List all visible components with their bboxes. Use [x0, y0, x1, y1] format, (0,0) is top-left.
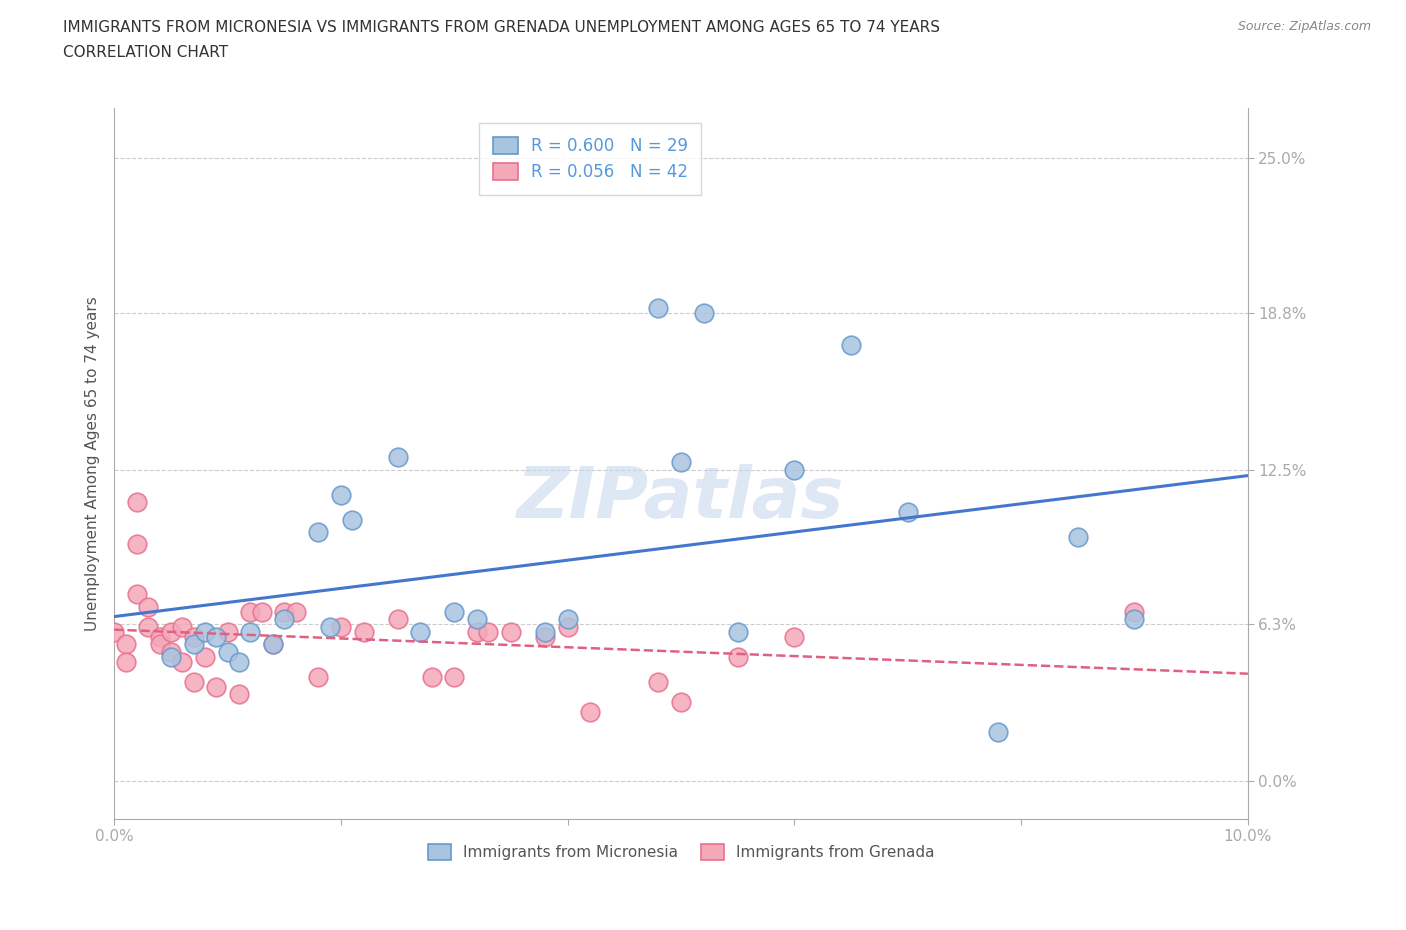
Point — [217, 624, 239, 639]
Point — [987, 724, 1010, 739]
Point — [148, 637, 170, 652]
Point — [160, 644, 183, 659]
Legend: Immigrants from Micronesia, Immigrants from Grenada: Immigrants from Micronesia, Immigrants f… — [420, 837, 942, 868]
Point — [125, 587, 148, 602]
Point — [136, 600, 159, 615]
Point — [262, 637, 284, 652]
Point — [273, 612, 295, 627]
Point — [465, 624, 488, 639]
Point — [647, 674, 669, 689]
Point — [284, 604, 307, 619]
Point — [897, 505, 920, 520]
Point — [499, 624, 522, 639]
Point — [172, 619, 194, 634]
Point — [125, 495, 148, 510]
Point — [205, 630, 228, 644]
Point — [465, 612, 488, 627]
Point — [114, 637, 136, 652]
Point — [183, 630, 205, 644]
Point — [273, 604, 295, 619]
Point — [217, 644, 239, 659]
Point — [409, 624, 432, 639]
Point — [228, 686, 250, 701]
Point — [534, 624, 557, 639]
Point — [172, 655, 194, 670]
Point — [420, 670, 443, 684]
Point — [557, 619, 579, 634]
Point — [534, 630, 557, 644]
Text: CORRELATION CHART: CORRELATION CHART — [63, 45, 228, 60]
Point — [783, 630, 806, 644]
Point — [353, 624, 375, 639]
Point — [387, 450, 409, 465]
Point — [443, 604, 465, 619]
Point — [194, 649, 217, 664]
Point — [160, 624, 183, 639]
Point — [669, 455, 692, 470]
Point — [443, 670, 465, 684]
Point — [136, 619, 159, 634]
Point — [557, 612, 579, 627]
Point — [160, 649, 183, 664]
Point — [1067, 529, 1090, 544]
Point — [318, 619, 340, 634]
Point — [125, 537, 148, 551]
Point — [114, 655, 136, 670]
Point — [262, 637, 284, 652]
Point — [727, 649, 749, 664]
Point — [1123, 604, 1146, 619]
Text: ZIPatlas: ZIPatlas — [517, 464, 845, 534]
Point — [477, 624, 499, 639]
Point — [692, 305, 714, 320]
Point — [329, 487, 352, 502]
Point — [148, 630, 170, 644]
Point — [579, 704, 602, 719]
Y-axis label: Unemployment Among Ages 65 to 74 years: Unemployment Among Ages 65 to 74 years — [86, 296, 100, 631]
Point — [783, 462, 806, 477]
Point — [239, 624, 262, 639]
Point — [1123, 612, 1146, 627]
Point — [228, 655, 250, 670]
Point — [239, 604, 262, 619]
Point — [329, 619, 352, 634]
Point — [183, 674, 205, 689]
Point — [183, 637, 205, 652]
Point — [387, 612, 409, 627]
Point — [647, 300, 669, 315]
Point — [839, 338, 862, 352]
Text: IMMIGRANTS FROM MICRONESIA VS IMMIGRANTS FROM GRENADA UNEMPLOYMENT AMONG AGES 65: IMMIGRANTS FROM MICRONESIA VS IMMIGRANTS… — [63, 20, 941, 35]
Point — [307, 525, 329, 539]
Point — [103, 624, 125, 639]
Text: Source: ZipAtlas.com: Source: ZipAtlas.com — [1237, 20, 1371, 33]
Point — [205, 679, 228, 694]
Point — [727, 624, 749, 639]
Point — [342, 512, 364, 527]
Point — [307, 670, 329, 684]
Point — [194, 624, 217, 639]
Point — [250, 604, 273, 619]
Point — [669, 694, 692, 709]
